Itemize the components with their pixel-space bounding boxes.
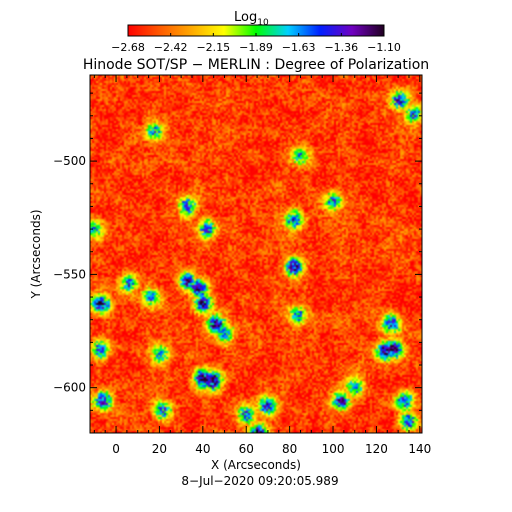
colorbar-title: Log10 [234,10,269,28]
y-tick-label: −600 [53,381,86,395]
x-axis: 0 20 40 60 80 100 120 140 [93,75,431,456]
colorbar-tick-label: −2.42 [154,41,188,54]
colorbar-tick-label: −2.15 [196,41,230,54]
x-tick-label: 100 [322,442,345,456]
x-tick-label: 20 [152,442,167,456]
x-tick-label: 40 [195,442,210,456]
colorbar-tick-label: −1.36 [324,41,358,54]
plot-frame [89,74,423,434]
x-tick-label: 80 [282,442,297,456]
colorbar-tick-label: −1.63 [282,41,316,54]
x-tick-label: 0 [112,442,120,456]
chart-title: Hinode SOT/SP − MERLIN : Degree of Polar… [83,57,429,73]
x-tick-label: 60 [239,442,254,456]
colorbar-ticks: −2.68 −2.42 −2.15 −1.89 −1.63 −1.36 −1.10 [111,33,401,54]
colorbar-tick-label: −1.10 [367,41,401,54]
timestamp: 8−Jul−2020 09:20:05.989 [181,474,338,488]
colorbar-tick-label: −2.68 [111,41,145,54]
x-tick-label: 120 [365,442,388,456]
y-axis-label: Y (Arcseconds) [29,209,43,299]
y-tick-label: −500 [53,154,86,168]
polarization-heatmap [90,75,422,433]
x-axis-label: X (Arcseconds) [211,458,301,472]
x-tick-label: 140 [408,442,431,456]
y-axis: −500 −550 −600 [53,92,422,411]
colorbar-tick-label: −1.89 [239,41,273,54]
y-tick-label: −550 [53,267,86,281]
